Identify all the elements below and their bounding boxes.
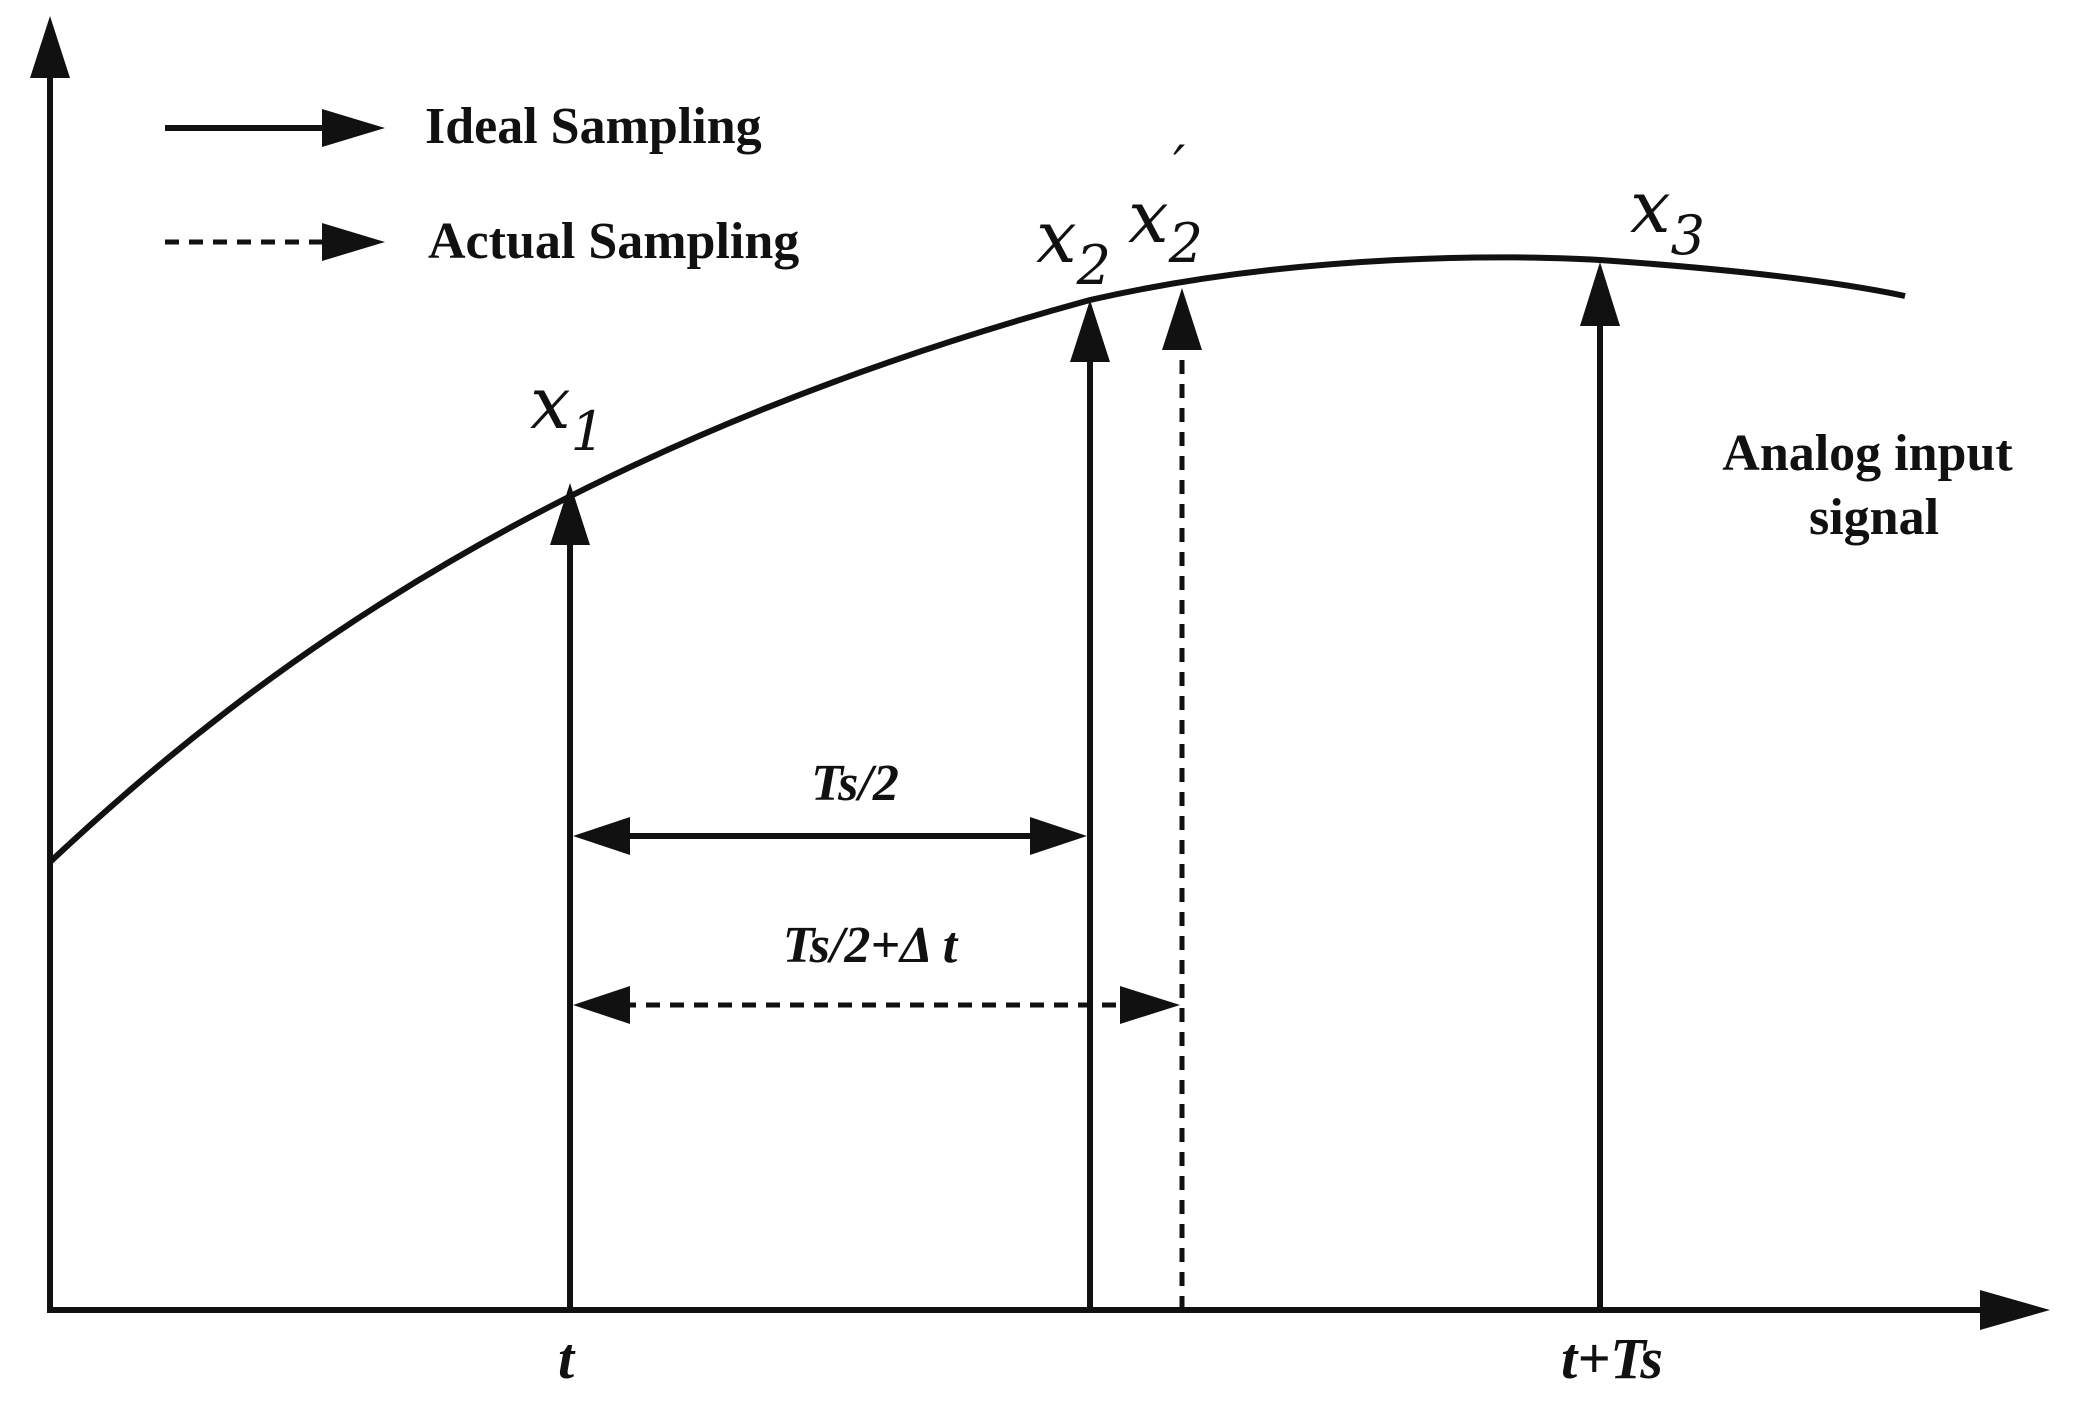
legend-actual-label: Actual Sampling xyxy=(428,213,799,270)
sample-label-x2: x2 xyxy=(1036,195,1111,297)
x-tick-t-plus-ts: t+Ts xyxy=(1561,1326,1663,1391)
legend-ideal-label: Ideal Sampling xyxy=(425,98,762,155)
interval-ideal-left-arrowhead xyxy=(573,817,630,855)
interval-actual-label: Ts/2+Δ t xyxy=(783,917,959,974)
analog-signal-curve xyxy=(47,254,1906,865)
interval-ideal-right-arrowhead xyxy=(1030,817,1087,855)
x-axis-arrowhead xyxy=(1980,1290,2050,1330)
sample-label-x1: x1 xyxy=(530,361,605,463)
sample-arrowhead-x1 xyxy=(550,483,590,545)
legend-ideal-arrowhead xyxy=(322,109,385,147)
legend-actual-arrowhead xyxy=(322,223,385,261)
interval-actual-right-arrowhead xyxy=(1120,986,1180,1024)
sample-label-x3: x3 xyxy=(1630,165,1705,267)
analog-signal-label: Analog input signal xyxy=(1722,425,2025,546)
sample-arrowhead-x2-prime xyxy=(1162,288,1202,350)
y-axis-arrowhead xyxy=(30,16,70,78)
x-tick-t: t xyxy=(558,1326,576,1391)
interval-actual-left-arrowhead xyxy=(573,986,630,1024)
interval-ideal-label: Ts/2 xyxy=(811,755,899,812)
sample-arrowhead-x3 xyxy=(1580,262,1620,326)
sample-arrowhead-x2 xyxy=(1070,300,1110,362)
sample-label-x2-prime: x2′ xyxy=(1128,134,1203,275)
